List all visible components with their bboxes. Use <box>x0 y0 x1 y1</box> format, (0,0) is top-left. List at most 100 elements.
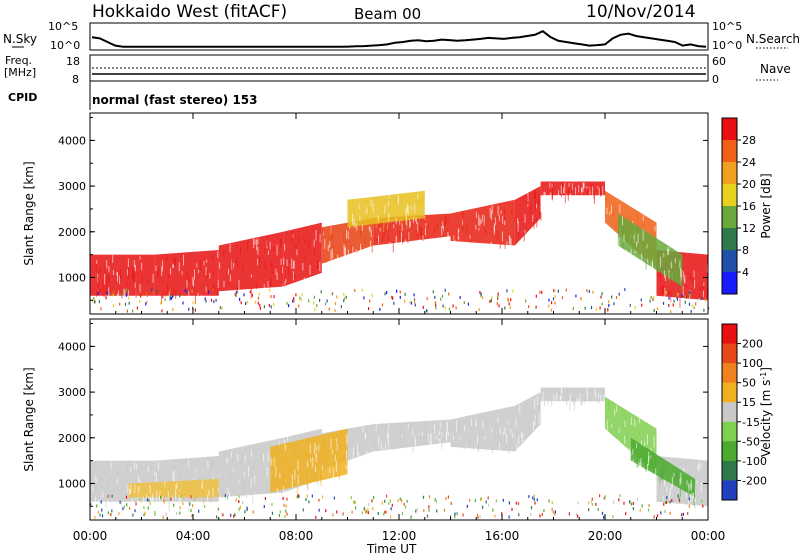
velocity-echo-speckle <box>270 457 272 466</box>
power-echo-speckle <box>206 259 208 263</box>
power-clutter-speckle <box>611 295 613 299</box>
power-colorbar-segment <box>722 206 737 229</box>
velocity-clutter-speckle <box>534 501 536 505</box>
power-echo-speckle <box>523 232 525 242</box>
velocity-echo-speckle <box>207 495 208 501</box>
velocity-clutter-speckle <box>235 498 237 502</box>
velocity-echo-speckle <box>666 461 668 467</box>
velocity-echo-speckle <box>477 443 479 452</box>
velocity-clutter-speckle <box>462 513 464 517</box>
velocity-echo-speckle <box>353 447 354 457</box>
velocity-clutter-speckle <box>149 502 151 506</box>
velocity-echo-speckle <box>133 490 135 498</box>
power-clutter-speckle <box>240 301 242 305</box>
power-clutter-speckle <box>665 291 667 295</box>
power-clutter-speckle <box>391 295 393 299</box>
power-clutter-speckle <box>554 295 556 298</box>
velocity-echo-speckle <box>187 489 189 493</box>
velocity-echo-speckle <box>279 473 281 479</box>
power-echo-speckle <box>427 224 429 230</box>
velocity-clutter-speckle <box>454 512 456 516</box>
power-clutter-speckle <box>368 307 370 311</box>
power-clutter-speckle <box>553 289 555 292</box>
power-echo-speckle <box>441 226 443 236</box>
velocity-clutter-speckle <box>350 496 352 500</box>
power-echo-speckle <box>663 252 665 257</box>
power-echo-speckle <box>692 277 694 284</box>
velocity-clutter-speckle <box>285 509 287 513</box>
power-echo-speckle <box>360 243 361 253</box>
nave-tick-top: 60 <box>712 55 726 68</box>
velocity-echo-speckle <box>159 473 161 482</box>
power-echo-speckle <box>549 182 551 188</box>
velocity-echo-speckle <box>459 436 461 440</box>
velocity-echo-speckle <box>646 448 648 452</box>
velocity-clutter-speckle <box>252 510 254 514</box>
power-echo-speckle <box>373 233 375 244</box>
power-clutter-speckle <box>600 295 602 299</box>
velocity-clutter-speckle <box>216 515 218 519</box>
power-echo-speckle <box>434 225 436 233</box>
power-clutter-speckle <box>257 301 259 305</box>
power-echo-speckle <box>679 260 681 269</box>
velocity-echo-speckle <box>598 392 599 399</box>
power-clutter-speckle <box>97 292 99 295</box>
velocity-echo-speckle <box>188 501 190 512</box>
noise-tick-bottom-right: 10^0 <box>712 39 742 52</box>
power-clutter-speckle <box>480 294 482 298</box>
power-echo-speckle <box>264 247 266 253</box>
power-echo-speckle <box>270 260 272 267</box>
velocity-echo-speckle <box>254 475 256 485</box>
power-echo-speckle <box>280 266 282 276</box>
power-clutter-speckle <box>340 305 342 309</box>
power-echo-speckle <box>686 295 687 299</box>
velocity-clutter-speckle <box>428 508 430 512</box>
velocity-clutter-speckle <box>126 503 128 507</box>
velocity-echo-speckle <box>680 500 682 504</box>
power-clutter-speckle <box>607 308 609 311</box>
power-echo-speckle <box>615 220 617 229</box>
power-echo-speckle <box>558 194 560 204</box>
velocity-echo-speckle <box>636 443 638 448</box>
power-echo-speckle <box>157 271 159 278</box>
velocity-clutter-speckle <box>143 513 145 517</box>
velocity-clutter-speckle <box>511 508 513 511</box>
velocity-colorbar-segment <box>722 421 737 442</box>
cpid-text: normal (fast stereo) 153 <box>92 93 258 107</box>
power-echo-speckle <box>219 262 221 269</box>
power-clutter-speckle <box>548 298 550 302</box>
power-echo-speckle <box>401 214 403 226</box>
power-echo-speckle <box>524 229 526 234</box>
power-echo-speckle <box>387 221 388 230</box>
power-clutter-speckle <box>112 293 114 297</box>
velocity-echo-speckle <box>355 446 357 456</box>
power-clutter-speckle <box>404 292 406 296</box>
power-echo-speckle <box>399 221 401 225</box>
power-clutter-speckle <box>270 295 272 299</box>
velocity-echo-speckle <box>273 452 274 457</box>
velocity-echo-speckle <box>699 475 701 479</box>
velocity-clutter-speckle <box>100 500 102 504</box>
power-echo-speckle <box>706 289 708 299</box>
velocity-echo-speckle <box>388 423 390 429</box>
velocity-echo-speckle <box>700 463 702 468</box>
velocity-echo-speckle <box>237 453 239 462</box>
velocity-echo-speckle <box>495 423 497 432</box>
velocity-echo-speckle <box>478 440 480 451</box>
power-clutter-speckle <box>497 292 499 296</box>
power-echo-speckle <box>625 234 627 243</box>
velocity-clutter-speckle <box>618 498 620 502</box>
power-echo-speckle <box>250 288 252 299</box>
velocity-clutter-speckle <box>297 494 299 498</box>
velocity-echo-speckle <box>438 430 440 436</box>
velocity-echo-speckle <box>407 423 409 429</box>
power-echo-speckle <box>560 192 562 197</box>
velocity-echo-speckle <box>387 435 389 444</box>
velocity-echo-speckle <box>248 466 249 477</box>
power-clutter-speckle <box>435 303 437 307</box>
power-echo-speckle <box>609 210 611 216</box>
velocity-echo-speckle <box>388 440 390 451</box>
power-clutter-speckle <box>629 303 631 307</box>
power-echo-speckle <box>188 290 190 296</box>
velocity-clutter-speckle <box>146 498 149 502</box>
